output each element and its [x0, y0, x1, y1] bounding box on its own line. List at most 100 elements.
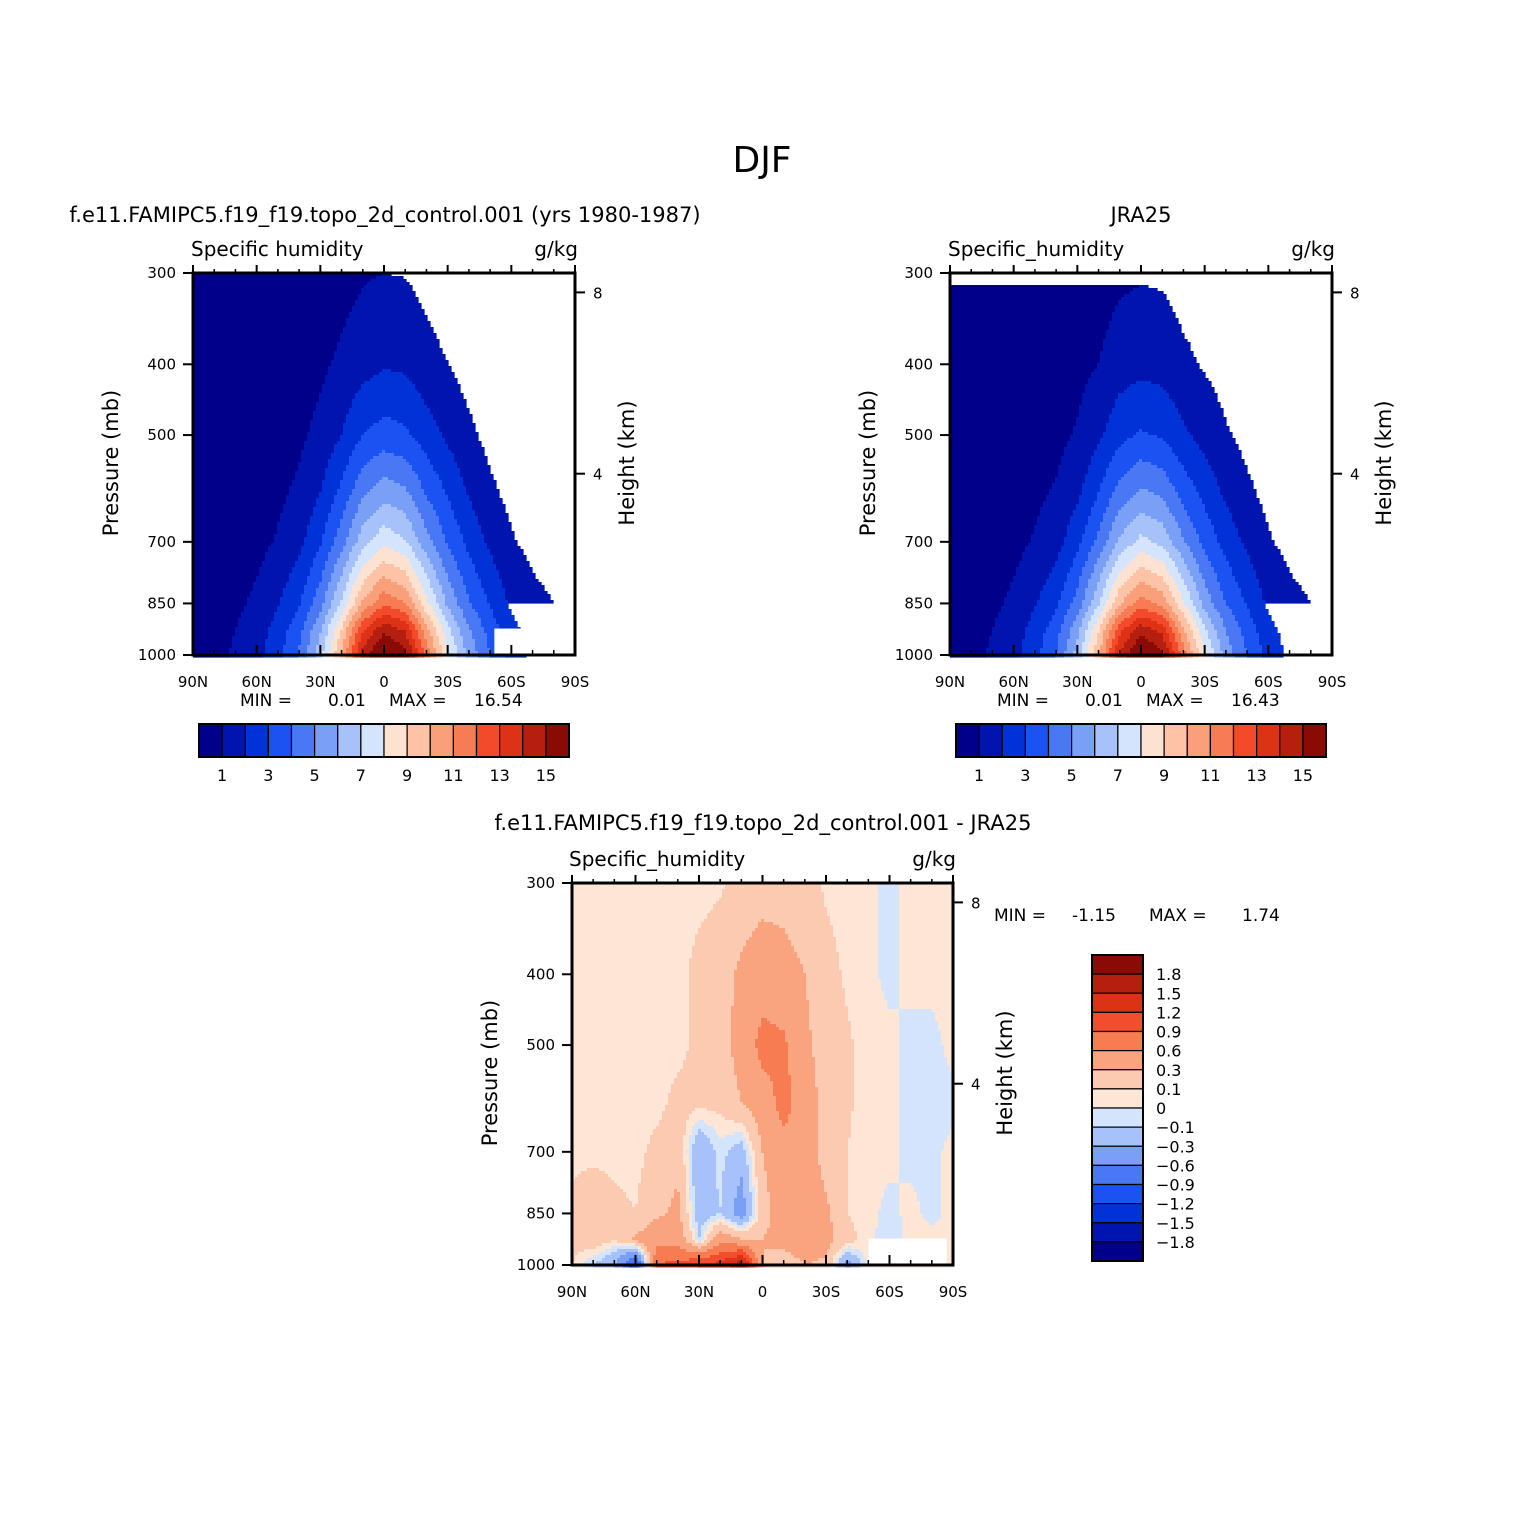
contour-cell — [193, 324, 347, 328]
contour-cell — [920, 1207, 942, 1211]
contour-cell — [950, 438, 1071, 442]
contour-cell — [761, 1024, 777, 1028]
contour-cell — [686, 1249, 708, 1253]
contour-cell — [193, 501, 287, 505]
contour-cell — [358, 534, 377, 538]
contour-cell — [319, 492, 338, 496]
contour-cell — [352, 588, 362, 592]
contour-cell — [752, 1201, 756, 1205]
contour-cell — [193, 411, 314, 415]
contour-cell — [1115, 579, 1128, 583]
contour-cell — [442, 486, 467, 490]
contour-cell — [770, 1207, 831, 1211]
contour-cell — [193, 648, 230, 652]
contour-cell — [704, 1234, 708, 1238]
contour-cell — [346, 501, 362, 505]
contour-cell — [1205, 585, 1221, 589]
contour-cell — [830, 1246, 843, 1250]
contour-cell — [743, 1192, 753, 1196]
contour-cell — [1214, 471, 1248, 475]
contour-cell — [1118, 300, 1170, 304]
contour-cell — [433, 507, 452, 511]
contour-cell — [935, 1018, 954, 1022]
colorbar-label: −1.2 — [1156, 1195, 1195, 1214]
contour-cell — [358, 642, 368, 646]
contour-cell — [343, 639, 350, 643]
colorbar-box — [429, 723, 454, 758]
contour-cell — [758, 1180, 768, 1184]
contour-cell — [788, 1057, 816, 1061]
contour-cell — [466, 588, 485, 592]
contour-cell — [683, 1231, 693, 1235]
contour-cell — [364, 522, 413, 526]
contour-cell — [641, 1177, 687, 1181]
contour-cell — [1187, 564, 1200, 568]
contour-cell — [995, 621, 1029, 625]
contour-cell — [818, 1096, 855, 1100]
contour-cell — [301, 459, 329, 463]
contour-cell — [1076, 504, 1095, 508]
contour-cell — [1178, 618, 1188, 622]
contour-cell — [1187, 618, 1194, 622]
contour-cell — [815, 1072, 855, 1076]
contour-cell — [193, 534, 275, 538]
contour-cell — [430, 462, 458, 466]
contour-cell — [1241, 633, 1260, 637]
contour-cell — [433, 624, 443, 628]
contour-cell — [857, 1255, 864, 1259]
contour-cell — [1118, 537, 1140, 541]
contour-cell — [821, 1171, 849, 1175]
contour-cell — [947, 1135, 954, 1139]
contour-cell — [232, 645, 266, 649]
contour-cell — [442, 432, 479, 436]
contour-cell — [346, 537, 359, 541]
contour-cell — [1214, 570, 1233, 574]
contour-cell — [352, 546, 365, 550]
contour-cell — [298, 651, 308, 655]
contour-cell — [451, 549, 467, 553]
contour-cell — [1085, 474, 1107, 478]
contour-cell — [337, 561, 347, 565]
contour-cell — [701, 1234, 705, 1238]
contour-cell — [352, 651, 359, 655]
contour-cell — [1160, 384, 1212, 388]
contour-cell — [950, 480, 1056, 484]
contour-cell — [722, 889, 822, 893]
contour-cell — [887, 1003, 900, 1007]
contour-cell — [698, 1234, 702, 1238]
contour-cell — [764, 1159, 819, 1163]
contour-cell — [689, 1198, 696, 1202]
contour-cell — [235, 627, 269, 631]
contour-cell — [950, 381, 1089, 385]
contour-cell — [1208, 633, 1218, 637]
contour-cell — [1097, 366, 1200, 370]
contour-cell — [1118, 555, 1137, 559]
contour-cell — [812, 1054, 855, 1058]
contour-cell — [1112, 588, 1119, 592]
contour-cell — [415, 603, 422, 607]
contour-cell — [950, 288, 1134, 292]
contour-cell — [412, 567, 425, 571]
contour-cell — [1142, 459, 1179, 463]
contour-cell — [950, 549, 1026, 553]
contour-cell — [941, 1033, 954, 1037]
contour-cell — [1091, 459, 1113, 463]
contour-cell — [361, 288, 413, 292]
contour-cell — [842, 979, 882, 983]
contour-cell — [572, 1210, 669, 1214]
contour-cell — [1082, 618, 1092, 622]
contour-cell — [899, 1195, 918, 1199]
contour-cell — [460, 528, 482, 532]
contour-cell — [373, 537, 404, 541]
contour-cell — [572, 883, 726, 887]
contour-cell — [686, 1186, 690, 1190]
contour-cell — [1118, 396, 1170, 400]
contour-cell — [794, 946, 837, 950]
contour-cell — [295, 615, 308, 619]
contour-cell — [1031, 540, 1065, 544]
contour-cell — [295, 612, 308, 616]
contour-cell — [1241, 630, 1257, 634]
contour-cell — [704, 1222, 711, 1226]
contour-cell — [316, 651, 323, 655]
contour-cell — [899, 1033, 942, 1037]
